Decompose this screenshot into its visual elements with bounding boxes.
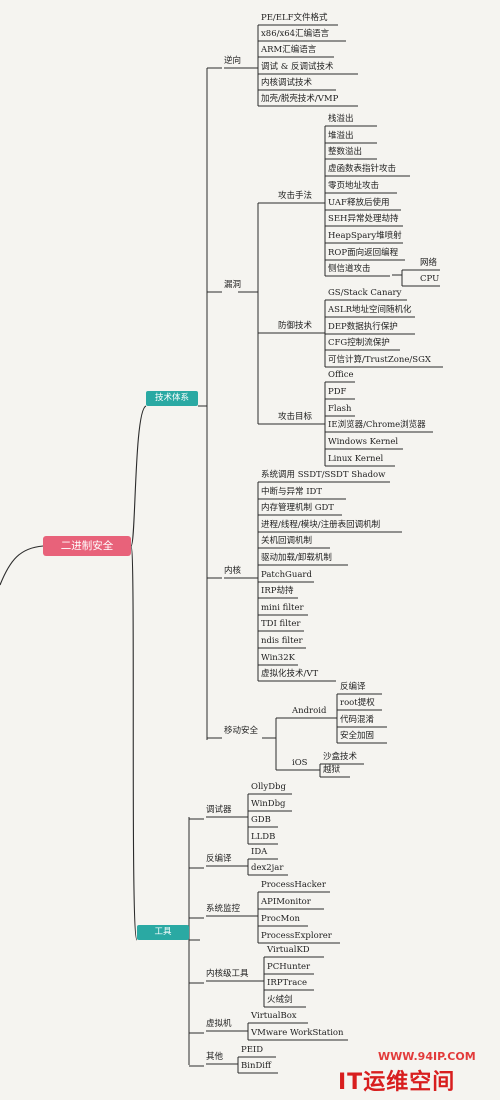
side-channel-network[interactable]: 网络 (420, 258, 438, 268)
vm-item[interactable]: VirtualBox (251, 1011, 297, 1021)
kernel-item[interactable]: 关机回调机制 (261, 536, 313, 546)
node-reverse[interactable]: 逆向 (224, 56, 242, 66)
monitor-item[interactable]: ProcMon (261, 914, 300, 924)
ios-item[interactable]: 越狱 (323, 765, 341, 775)
kernel-item[interactable]: 系统调用 SSDT/SSDT Shadow (261, 470, 386, 480)
node-kernel[interactable]: 内核 (224, 566, 242, 576)
vm-item[interactable]: VMware WorkStation (251, 1028, 344, 1038)
attack-item[interactable]: 整数溢出 (328, 147, 363, 157)
reverse-item[interactable]: 调试 & 反调试技术 (261, 62, 334, 72)
kernel-item[interactable]: 进程/线程/模块/注册表回调机制 (261, 520, 381, 530)
kernel-item[interactable]: ndis filter (261, 636, 303, 646)
node-attack-targets[interactable]: 攻击目标 (278, 412, 313, 422)
reverse-item[interactable]: PE/ELF文件格式 (261, 13, 328, 23)
monitor-item[interactable]: ProcessExplorer (261, 931, 332, 941)
monitor-item[interactable]: ProcessHacker (261, 880, 326, 890)
node-mobile-security[interactable]: 移动安全 (224, 726, 259, 736)
node-decompiler[interactable]: 反编译 (206, 854, 232, 864)
root-left-connector (0, 545, 44, 586)
ios-item[interactable]: 沙盒技术 (323, 752, 358, 762)
kernel-tool-item[interactable]: VirtualKD (267, 945, 310, 955)
attack-item[interactable]: 堆溢出 (328, 131, 354, 141)
attack-item[interactable]: UAF释放后使用 (328, 198, 390, 208)
node-debugger[interactable]: 调试器 (206, 805, 232, 815)
kernel-tool-item[interactable]: IRPTrace (267, 978, 308, 988)
node-virtual-machine[interactable]: 虚拟机 (206, 1019, 232, 1029)
attack-item[interactable]: 栈溢出 (328, 114, 354, 124)
attack-item[interactable]: 零页地址攻击 (328, 181, 380, 191)
other-tool-item[interactable]: PEID (241, 1045, 264, 1055)
kernel-item[interactable]: 内存管理机制 GDT (261, 503, 334, 513)
node-defense[interactable]: 防御技术 (278, 321, 313, 331)
debugger-item[interactable]: WinDbg (251, 799, 286, 809)
target-item[interactable]: Linux Kernel (328, 454, 384, 464)
side-channel-cpu[interactable]: CPU (420, 274, 440, 284)
kernel-item[interactable]: IRP劫持 (261, 586, 294, 596)
attack-item[interactable]: 侧信道攻击 (328, 264, 371, 274)
kernel-tool-item[interactable]: 火绒剑 (267, 995, 293, 1005)
kernel-item[interactable]: 中断与异常 IDT (261, 487, 323, 497)
reverse-item[interactable]: x86/x64汇编语言 (261, 29, 330, 39)
kernel-item[interactable]: 虚拟化技术/VT (261, 669, 319, 679)
defense-item[interactable]: GS/Stack Canary (328, 288, 402, 298)
kernel-item[interactable]: TDI filter (261, 619, 301, 629)
debugger-item[interactable]: GDB (251, 815, 271, 825)
kernel-item[interactable]: mini filter (261, 603, 304, 613)
android-item[interactable]: 代码混淆 (340, 715, 375, 725)
target-item[interactable]: Office (328, 370, 354, 380)
attack-item[interactable]: ROP面向返回编程 (328, 248, 399, 258)
root-to-tech-connector (130, 405, 147, 547)
kernel-item[interactable]: 驱动加载/卸载机制 (261, 553, 332, 563)
reverse-item[interactable]: 内核调试技术 (261, 78, 313, 88)
reverse-item[interactable]: 加壳/脱壳技术/VMP (261, 94, 339, 104)
kernel-item[interactable]: PatchGuard (261, 570, 312, 580)
root-node-binary-security[interactable]: 二进制安全 (43, 536, 131, 556)
root-to-tools-connector (130, 545, 138, 941)
other-tool-item[interactable]: BinDiff (241, 1061, 272, 1071)
target-item[interactable]: PDF (328, 387, 347, 397)
monitor-item[interactable]: APIMonitor (261, 897, 311, 907)
debugger-item[interactable]: OllyDbg (251, 782, 286, 792)
defense-item[interactable]: ASLR地址空间随机化 (328, 305, 412, 315)
branch-tools[interactable]: 工具 (137, 925, 189, 940)
target-item[interactable]: Windows Kernel (328, 437, 399, 447)
attack-item[interactable]: HeapSpary堆喷射 (328, 231, 402, 241)
node-ios[interactable]: iOS (292, 758, 308, 768)
attack-item[interactable]: 虚函数表指针攻击 (328, 164, 397, 174)
android-item[interactable]: 安全加固 (340, 731, 375, 741)
defense-item[interactable]: CFG控制流保护 (328, 338, 390, 348)
node-system-monitor[interactable]: 系统监控 (206, 904, 241, 914)
node-vulnerability[interactable]: 漏洞 (224, 280, 242, 290)
target-item[interactable]: Flash (328, 404, 352, 414)
node-attack-methods[interactable]: 攻击手法 (278, 191, 313, 201)
branch-tech-system[interactable]: 技术体系 (146, 391, 198, 406)
decompiler-item[interactable]: IDA (251, 847, 268, 857)
defense-item[interactable]: 可信计算/TrustZone/SGX (328, 355, 431, 365)
kernel-tool-item[interactable]: PCHunter (267, 962, 311, 972)
debugger-item[interactable]: LLDB (251, 832, 276, 842)
kernel-item[interactable]: Win32K (261, 653, 295, 663)
watermark-url: WWW.94IP.COM (378, 1050, 476, 1063)
defense-item[interactable]: DEP数据执行保护 (328, 322, 398, 332)
attack-item[interactable]: SEH异常处理劫持 (328, 214, 399, 224)
reverse-item[interactable]: ARM汇编语言 (261, 45, 317, 55)
node-kernel-tools[interactable]: 内核级工具 (206, 969, 249, 979)
node-android[interactable]: Android (292, 706, 327, 716)
decompiler-item[interactable]: dex2jar (251, 863, 284, 873)
watermark-logo: IT运维空间 (338, 1070, 456, 1095)
android-item[interactable]: root提权 (340, 698, 375, 708)
android-item[interactable]: 反编译 (340, 682, 366, 692)
node-other-tools[interactable]: 其他 (206, 1052, 224, 1062)
target-item[interactable]: IE浏览器/Chrome浏览器 (328, 420, 426, 430)
